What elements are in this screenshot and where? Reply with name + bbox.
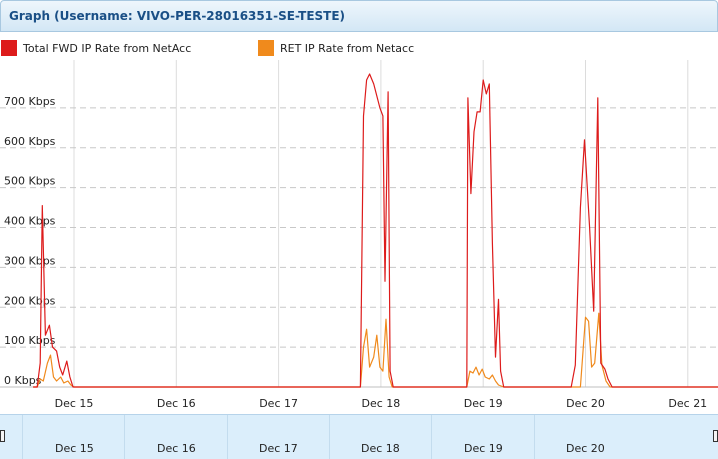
x-tick-label: Dec 17 bbox=[259, 397, 298, 410]
navigator-date-label: Dec 18 bbox=[361, 442, 400, 455]
y-tick-label: 300 Kbps bbox=[4, 254, 56, 267]
chart-legend: Total FWD IP Rate from NetAcc RET IP Rat… bbox=[0, 40, 718, 60]
navigator-separator bbox=[329, 415, 330, 459]
y-tick-label: 0 Kbps bbox=[4, 374, 42, 387]
x-tick-label: Dec 19 bbox=[464, 397, 503, 410]
navigator-date-label: Dec 17 bbox=[259, 442, 298, 455]
legend-swatch-fwd bbox=[1, 40, 17, 56]
rate-line-chart: Dec 15 Dec 16 Dec 17 Dec 18 Dec 19 Dec 20 Dec … bbox=[0, 60, 718, 410]
legend-label-ret: RET IP Rate from Netacc bbox=[280, 41, 415, 55]
x-tick-label: Dec 15 bbox=[55, 397, 94, 410]
y-tick-label: 600 Kbps bbox=[4, 135, 56, 148]
window-title: Graph (Username: VIVO-PER-28016351-SE-TE… bbox=[9, 9, 346, 23]
y-tick-label: 100 Kbps bbox=[4, 334, 56, 347]
legend-item-ret[interactable]: RET IP Rate from Netacc bbox=[258, 40, 414, 56]
x-tick-label: Dec 18 bbox=[362, 397, 401, 410]
series-ret-line bbox=[33, 312, 718, 388]
x-tick-label: Dec 20 bbox=[566, 397, 605, 410]
y-tick-label: 500 Kbps bbox=[4, 175, 56, 188]
navigator-date-label: Dec 16 bbox=[157, 442, 196, 455]
timeline-navigator[interactable]: Dec 15 Dec 16 Dec 17 Dec 18 Dec 19 Dec 20 bbox=[0, 414, 718, 459]
navigator-left-handle[interactable] bbox=[0, 430, 5, 442]
navigator-separator bbox=[22, 415, 23, 459]
navigator-separator bbox=[534, 415, 535, 459]
navigator-right-handle[interactable] bbox=[713, 430, 718, 442]
series-fwd-line bbox=[33, 73, 718, 388]
y-tick-label: 400 Kbps bbox=[4, 215, 56, 228]
x-tick-label: Dec 16 bbox=[157, 397, 196, 410]
y-tick-label: 200 Kbps bbox=[4, 294, 56, 307]
navigator-date-label: Dec 20 bbox=[566, 442, 605, 455]
navigator-separator bbox=[227, 415, 228, 459]
navigator-date-label: Dec 15 bbox=[55, 442, 94, 455]
graph-window-titlebar: Graph (Username: VIVO-PER-28016351-SE-TE… bbox=[0, 0, 718, 32]
navigator-date-label: Dec 19 bbox=[464, 442, 503, 455]
legend-item-fwd[interactable]: Total FWD IP Rate from NetAcc bbox=[1, 40, 191, 56]
navigator-separator bbox=[431, 415, 432, 459]
legend-label-fwd: Total FWD IP Rate from NetAcc bbox=[23, 41, 192, 55]
legend-swatch-ret bbox=[258, 40, 274, 56]
x-tick-label: Dec 21 bbox=[668, 397, 707, 410]
navigator-separator bbox=[124, 415, 125, 459]
y-tick-label: 700 Kbps bbox=[4, 95, 56, 108]
